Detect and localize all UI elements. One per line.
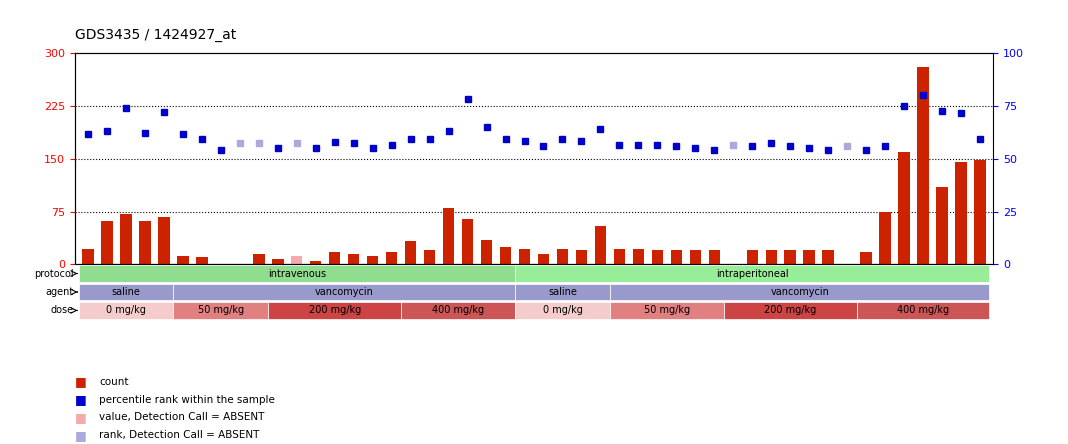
Bar: [101, 221, 113, 264]
Bar: [329, 252, 341, 264]
Text: 50 mg/kg: 50 mg/kg: [198, 305, 244, 315]
Bar: [197, 257, 207, 264]
Bar: [158, 217, 170, 264]
Bar: [310, 261, 321, 264]
Bar: [424, 250, 436, 264]
Text: 50 mg/kg: 50 mg/kg: [644, 305, 690, 315]
FancyBboxPatch shape: [79, 284, 173, 300]
Bar: [519, 249, 530, 264]
Bar: [632, 249, 644, 264]
Text: saline: saline: [548, 287, 577, 297]
Text: vancomycin: vancomycin: [770, 287, 829, 297]
Bar: [690, 250, 701, 264]
Text: ■: ■: [75, 375, 87, 388]
Bar: [481, 240, 492, 264]
Text: percentile rank within the sample: percentile rank within the sample: [99, 395, 276, 404]
Bar: [139, 221, 151, 264]
Text: ■: ■: [75, 428, 87, 442]
Bar: [595, 226, 607, 264]
FancyBboxPatch shape: [402, 302, 515, 319]
Text: dose: dose: [50, 305, 74, 315]
Text: 400 mg/kg: 400 mg/kg: [433, 305, 484, 315]
Bar: [671, 250, 682, 264]
FancyBboxPatch shape: [610, 302, 724, 319]
Text: intraperitoneal: intraperitoneal: [716, 269, 788, 278]
FancyBboxPatch shape: [857, 302, 989, 319]
FancyBboxPatch shape: [173, 302, 268, 319]
Text: saline: saline: [111, 287, 140, 297]
Bar: [785, 250, 796, 264]
Bar: [272, 259, 283, 264]
Text: rank, Detection Call = ABSENT: rank, Detection Call = ABSENT: [99, 430, 260, 440]
Bar: [556, 249, 568, 264]
Bar: [766, 250, 776, 264]
Text: vancomycin: vancomycin: [315, 287, 374, 297]
FancyBboxPatch shape: [724, 302, 857, 319]
Bar: [386, 252, 397, 264]
Bar: [708, 250, 720, 264]
Text: 200 mg/kg: 200 mg/kg: [309, 305, 361, 315]
Bar: [253, 254, 265, 264]
Bar: [82, 249, 94, 264]
Bar: [955, 163, 967, 264]
Bar: [822, 250, 834, 264]
FancyBboxPatch shape: [79, 265, 515, 282]
Text: intravenous: intravenous: [268, 269, 326, 278]
Bar: [348, 254, 360, 264]
Text: 400 mg/kg: 400 mg/kg: [897, 305, 949, 315]
Text: agent: agent: [46, 287, 74, 297]
Bar: [937, 187, 947, 264]
Text: value, Detection Call = ABSENT: value, Detection Call = ABSENT: [99, 412, 265, 422]
Bar: [974, 160, 986, 264]
Bar: [367, 256, 378, 264]
FancyBboxPatch shape: [268, 302, 402, 319]
FancyBboxPatch shape: [610, 284, 989, 300]
Text: ■: ■: [75, 393, 87, 406]
Bar: [614, 249, 625, 264]
Bar: [651, 250, 663, 264]
Bar: [861, 252, 871, 264]
Bar: [917, 67, 929, 264]
Bar: [898, 152, 910, 264]
Bar: [292, 256, 302, 264]
Bar: [576, 250, 587, 264]
Bar: [121, 214, 131, 264]
FancyBboxPatch shape: [515, 265, 989, 282]
FancyBboxPatch shape: [515, 284, 610, 300]
Text: 0 mg/kg: 0 mg/kg: [543, 305, 582, 315]
Bar: [443, 208, 454, 264]
Bar: [177, 256, 189, 264]
Text: GDS3435 / 1424927_at: GDS3435 / 1424927_at: [75, 28, 236, 42]
Bar: [500, 247, 512, 264]
Bar: [461, 218, 473, 264]
Bar: [538, 254, 549, 264]
Text: protocol: protocol: [34, 269, 74, 278]
FancyBboxPatch shape: [515, 302, 610, 319]
Text: 0 mg/kg: 0 mg/kg: [106, 305, 146, 315]
FancyBboxPatch shape: [173, 284, 515, 300]
Bar: [405, 241, 417, 264]
Bar: [879, 211, 891, 264]
Text: ■: ■: [75, 411, 87, 424]
Bar: [747, 250, 758, 264]
Text: count: count: [99, 377, 129, 387]
Bar: [803, 250, 815, 264]
FancyBboxPatch shape: [79, 302, 173, 319]
Text: 200 mg/kg: 200 mg/kg: [764, 305, 816, 315]
